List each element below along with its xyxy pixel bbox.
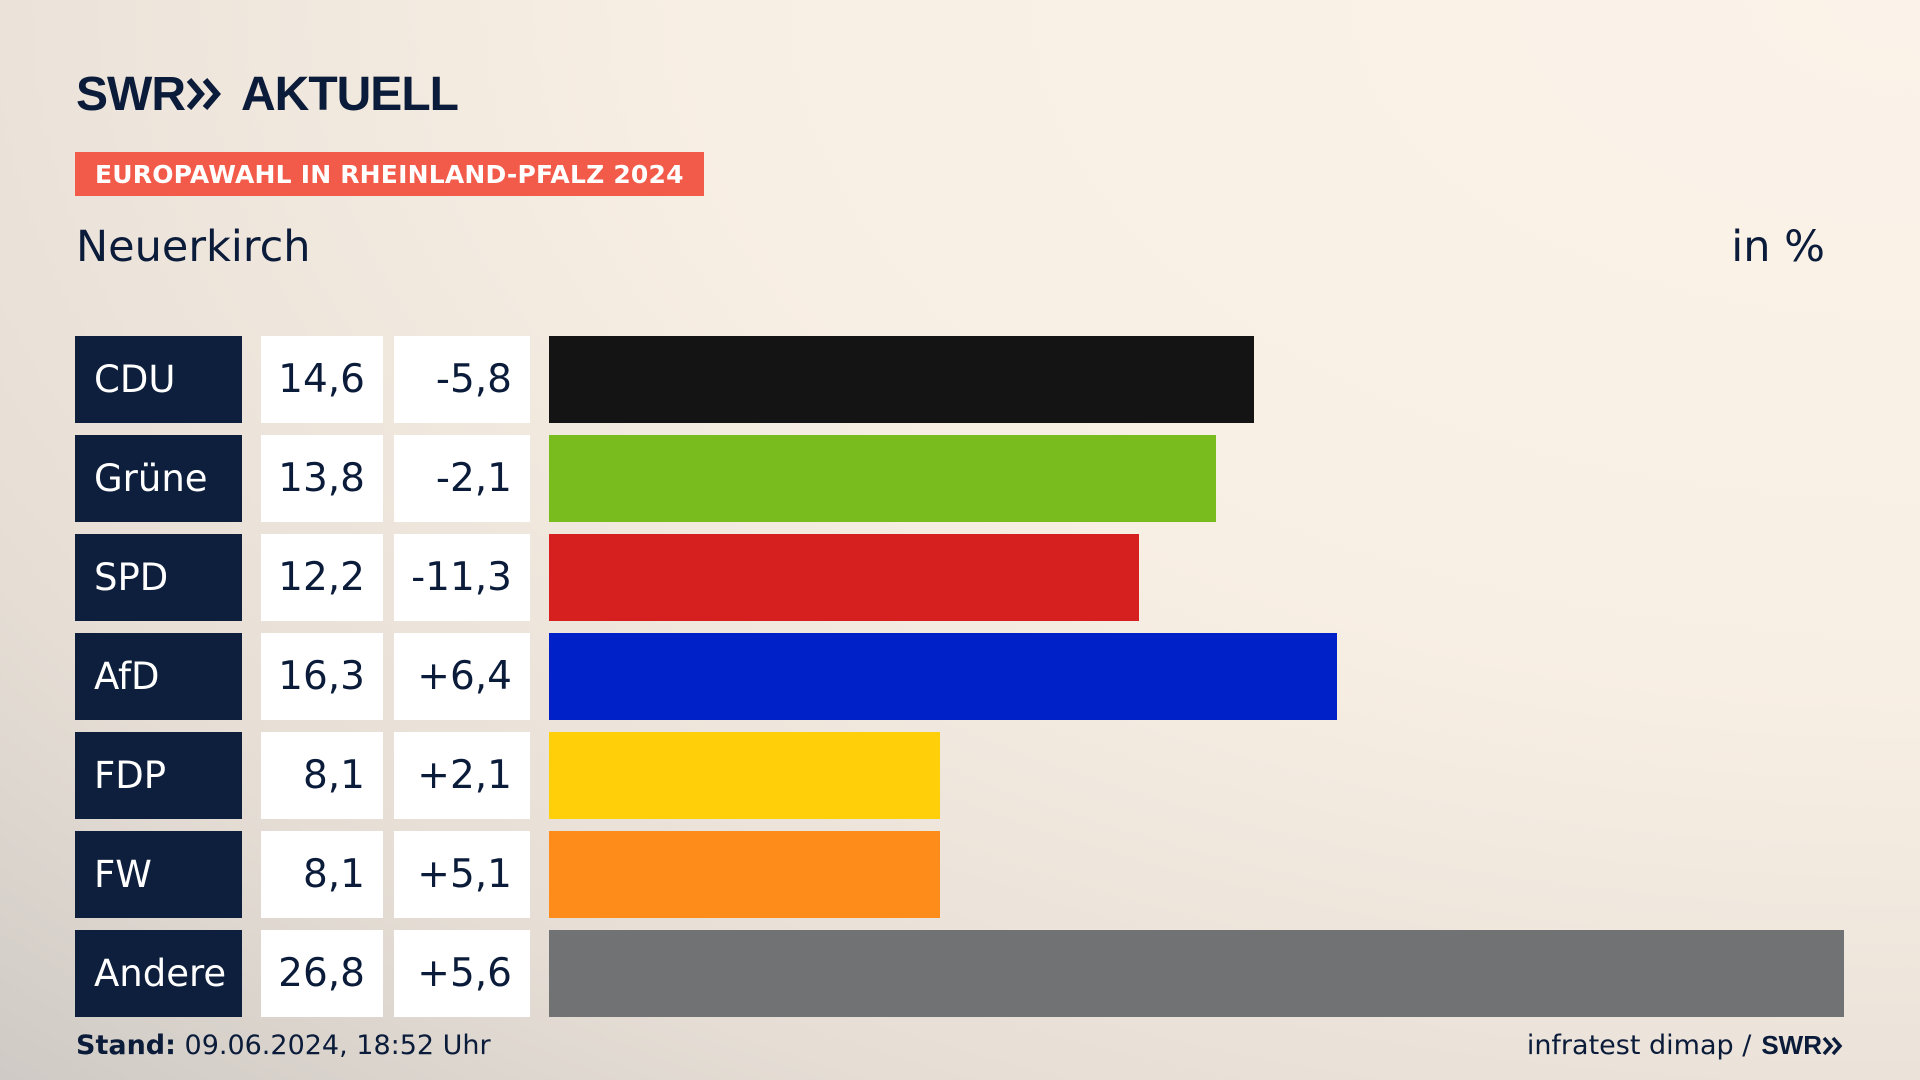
election-badge: EUROPAWAHL IN RHEINLAND-PFALZ 2024 bbox=[75, 152, 704, 196]
result-bar bbox=[549, 831, 940, 918]
value-label: 13,8 bbox=[261, 435, 383, 522]
party-label: Grüne bbox=[75, 435, 242, 522]
value-label: 12,2 bbox=[261, 534, 383, 621]
change-label: +5,1 bbox=[394, 831, 530, 918]
result-bar bbox=[549, 336, 1254, 423]
source-text: infratest dimap / bbox=[1526, 1030, 1752, 1061]
change-label: +5,6 bbox=[394, 930, 530, 1017]
value-label: 26,8 bbox=[261, 930, 383, 1017]
value-label: 14,6 bbox=[261, 336, 383, 423]
timestamp: Stand: 09.06.2024, 18:52 Uhr bbox=[76, 1030, 491, 1061]
change-label: -5,8 bbox=[394, 336, 530, 423]
double-chevron-icon bbox=[186, 77, 227, 111]
unit-label: in % bbox=[1731, 222, 1825, 272]
logo-brand: SWR bbox=[76, 67, 186, 121]
stand-label: Stand: bbox=[76, 1030, 176, 1061]
logo-suffix: AKTUELL bbox=[240, 67, 459, 121]
party-label: SPD bbox=[75, 534, 242, 621]
value-label: 8,1 bbox=[261, 831, 383, 918]
change-label: -11,3 bbox=[394, 534, 530, 621]
party-label: Andere bbox=[75, 930, 242, 1017]
party-label: AfD bbox=[75, 633, 242, 720]
change-label: +2,1 bbox=[394, 732, 530, 819]
result-bar bbox=[549, 732, 940, 819]
result-bar bbox=[549, 930, 1844, 1017]
value-label: 8,1 bbox=[261, 732, 383, 819]
party-label: FW bbox=[75, 831, 242, 918]
mini-logo-brand: SWR bbox=[1761, 1030, 1822, 1060]
change-label: +6,4 bbox=[394, 633, 530, 720]
stand-value: 09.06.2024, 18:52 Uhr bbox=[184, 1030, 491, 1061]
result-bar bbox=[549, 534, 1139, 621]
source-credit: infratest dimap / SWR bbox=[1527, 1030, 1844, 1061]
party-label: FDP bbox=[75, 732, 242, 819]
party-label: CDU bbox=[75, 336, 242, 423]
result-bar bbox=[549, 435, 1216, 522]
swr-aktuell-logo: SWR AKTUELL bbox=[76, 66, 459, 122]
location-title: Neuerkirch bbox=[76, 222, 311, 272]
change-label: -2,1 bbox=[394, 435, 530, 522]
value-label: 16,3 bbox=[261, 633, 383, 720]
result-bar bbox=[549, 633, 1337, 720]
swr-mini-logo: SWR bbox=[1761, 1030, 1844, 1061]
mini-chevron-icon bbox=[1822, 1036, 1843, 1055]
